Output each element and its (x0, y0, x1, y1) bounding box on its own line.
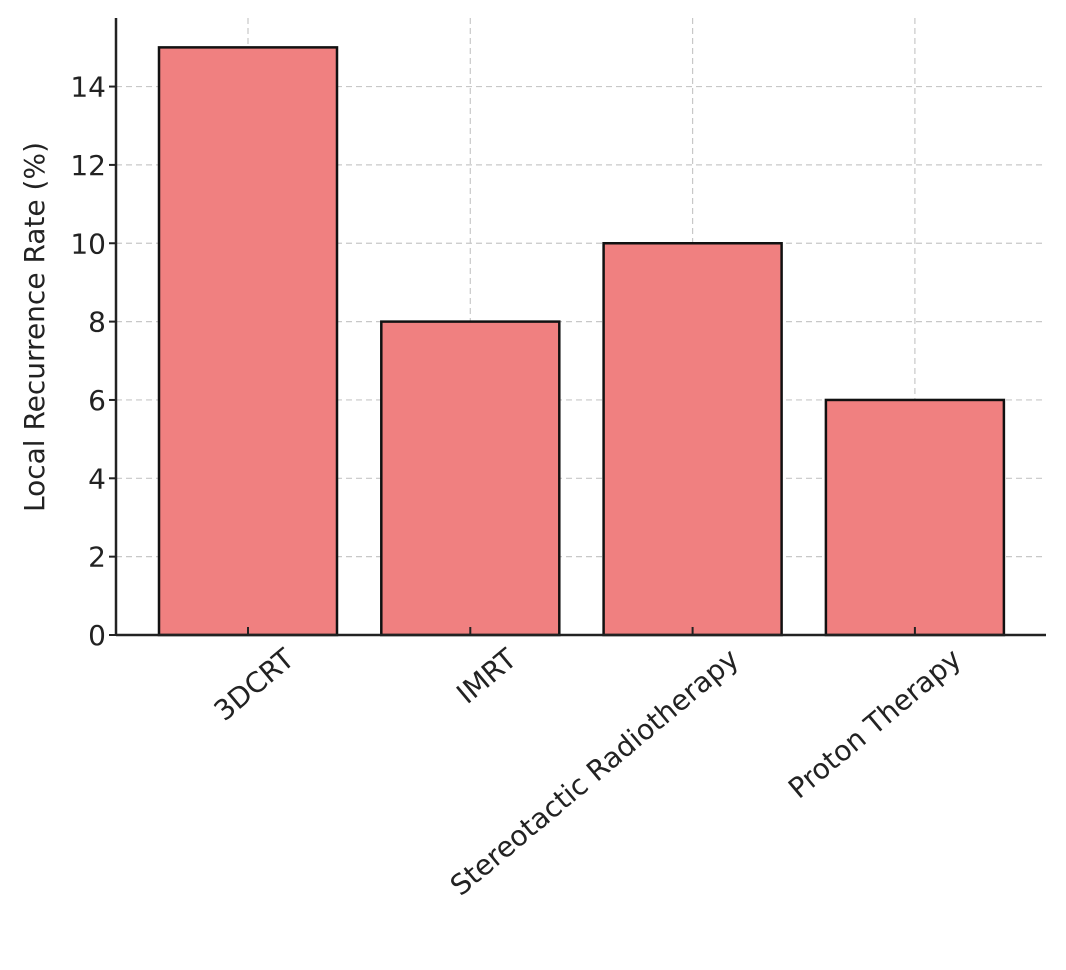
y-tick-label: 12 (70, 149, 106, 182)
x-tick-label: IMRT (450, 642, 523, 711)
bar (380, 320, 561, 637)
y-tick-label: 6 (88, 384, 106, 417)
x-tick-label: 3DCRT (208, 642, 301, 728)
y-tick-label: 14 (70, 71, 106, 104)
bar (157, 46, 339, 637)
y-tick-label: 8 (88, 306, 106, 339)
bar (824, 398, 1006, 637)
y-tick-label: 2 (88, 541, 106, 574)
y-tick-label: 4 (88, 462, 106, 495)
y-axis-label: Local Recurrence Rate (%) (18, 142, 51, 512)
bar (602, 242, 783, 637)
y-tick-label: 0 (88, 619, 106, 652)
x-tick-label: Proton Therapy (782, 642, 967, 805)
y-tick-label: 10 (70, 227, 106, 260)
